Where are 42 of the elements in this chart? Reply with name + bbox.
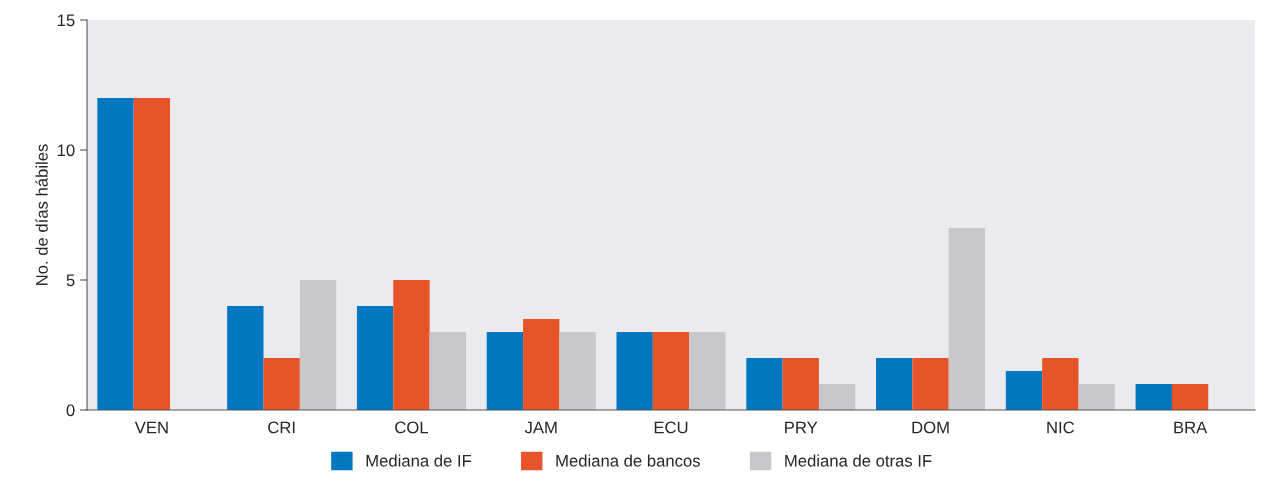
legend-label: Mediana de IF [366, 454, 472, 467]
x-tick-label: COL [395, 421, 429, 434]
bar [912, 358, 949, 410]
y-tick-label: 15 [57, 14, 75, 27]
legend-label: Mediana de otras IF [785, 454, 932, 467]
bar [393, 280, 430, 410]
bar [486, 332, 524, 410]
bar [523, 319, 560, 410]
bar [133, 98, 171, 410]
bar [1005, 371, 1043, 410]
x-tick-label: PRY [785, 421, 818, 434]
x-tick-label: ECU [654, 421, 688, 434]
bar [263, 358, 300, 410]
bar [746, 358, 783, 410]
y-tick-label: 5 [66, 274, 75, 287]
bar [689, 332, 726, 410]
bar [97, 98, 134, 410]
x-tick-label: BRA [1174, 421, 1208, 434]
bar [782, 358, 819, 410]
bar [948, 228, 986, 410]
y-tick-label: 0 [66, 404, 75, 417]
bar [1171, 384, 1209, 410]
legend-label: Mediana de bancos [556, 454, 700, 467]
y-axis-title: No. de días hábiles [35, 144, 48, 285]
y-tick-label: 10 [57, 144, 75, 157]
bar [1042, 358, 1079, 410]
bar [559, 332, 596, 410]
x-tick-label: DOM [912, 421, 949, 434]
bar [1135, 384, 1172, 410]
bar [299, 280, 337, 410]
bar [652, 332, 690, 410]
bar [429, 332, 466, 410]
bar [1078, 384, 1115, 410]
bar [616, 332, 653, 410]
x-tick-label: VEN [134, 421, 168, 434]
bar [227, 306, 264, 410]
x-tick-label: NIC [1047, 421, 1075, 434]
x-tick-label: JAM [524, 421, 557, 434]
bar [818, 384, 856, 410]
x-tick-label: CRI [268, 421, 295, 434]
bar [876, 358, 913, 410]
bar [356, 306, 394, 410]
